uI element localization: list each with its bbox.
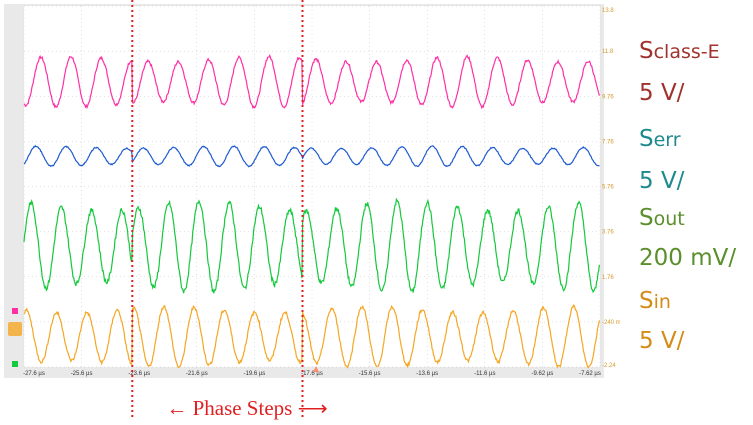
y-tick-labels: 13.8 11.8 9.76 7.76 5.76 3.76 1.76 -240 m -2.24 bbox=[602, 8, 620, 369]
y-tick-label: 3.76 bbox=[602, 230, 614, 236]
series-line-serr bbox=[23, 144, 600, 168]
legend-scale-label: 5 V/ bbox=[639, 328, 685, 354]
legend-series-name: Serr bbox=[639, 126, 681, 152]
x-tick-label: -9.62 µs bbox=[531, 371, 553, 377]
legend-series-name: Sclass-E bbox=[639, 38, 720, 64]
channel-marker-pink[interactable] bbox=[12, 308, 18, 314]
x-tick-label: -25.6 µs bbox=[71, 371, 93, 377]
legend-scale-label: 200 mV/ bbox=[639, 245, 737, 271]
channel-marker-green[interactable] bbox=[12, 361, 18, 367]
legend-series-name: Sout bbox=[639, 205, 685, 231]
series-line-sout bbox=[23, 197, 600, 294]
legend-name-rest: in bbox=[653, 291, 671, 313]
series-line-sin bbox=[23, 304, 600, 369]
x-tick-label: -11.6 µs bbox=[474, 371, 495, 377]
legend-name-initial: S bbox=[639, 38, 654, 64]
x-tick-labels: -27.6 µs -25.6 µs -23.6 µs -21.6 µs -19.6 µs… bbox=[23, 371, 601, 377]
x-tick-label: -27.6 µs bbox=[23, 371, 45, 377]
y-tick-label: -240 m bbox=[602, 320, 620, 326]
legend-name-initial: S bbox=[639, 205, 654, 231]
y-tick-label: 11.8 bbox=[602, 49, 614, 55]
legend-name-rest: err bbox=[653, 129, 681, 151]
channel-markers bbox=[8, 308, 319, 372]
y-tick-label: 1.76 bbox=[602, 275, 614, 281]
x-tick-label: -17.6 µs bbox=[301, 371, 323, 377]
legend-name-initial: S bbox=[639, 288, 654, 314]
waveform-traces bbox=[23, 53, 600, 369]
y-tick-label: 5.76 bbox=[602, 185, 614, 191]
x-tick-label: -7.62 µs bbox=[579, 371, 601, 377]
oscilloscope-plot: -27.6 µs -25.6 µs -23.6 µs -21.6 µs -19.6 µs… bbox=[4, 0, 620, 418]
x-tick-label: -23.6 µs bbox=[128, 371, 150, 377]
x-tick-label: -15.6 µs bbox=[359, 371, 381, 377]
legend-name-rest: out bbox=[653, 208, 685, 230]
phase-steps-label: ← Phase Steps ⟶ bbox=[166, 396, 328, 420]
series-line-sclass-e bbox=[23, 53, 600, 110]
y-tick-label: -2.24 bbox=[602, 363, 616, 369]
y-tick-label: 13.8 bbox=[602, 8, 614, 14]
x-tick-label: -13.6 µs bbox=[416, 371, 438, 377]
x-tick-label: -19.6 µs bbox=[243, 371, 265, 377]
y-tick-label: 7.76 bbox=[602, 139, 614, 145]
legend-name-initial: S bbox=[639, 126, 654, 152]
y-tick-label: 9.76 bbox=[602, 94, 614, 100]
x-tick-label: -21.6 µs bbox=[186, 371, 208, 377]
legend-series-name: Sin bbox=[639, 288, 671, 314]
trigger-time-marker[interactable] bbox=[313, 366, 319, 372]
legend-name-rest: class-E bbox=[653, 41, 720, 63]
legend-scale-label: 5 V/ bbox=[639, 168, 685, 194]
trigger-level-marker[interactable] bbox=[8, 322, 22, 336]
legend-scale-label: 5 V/ bbox=[639, 80, 685, 106]
